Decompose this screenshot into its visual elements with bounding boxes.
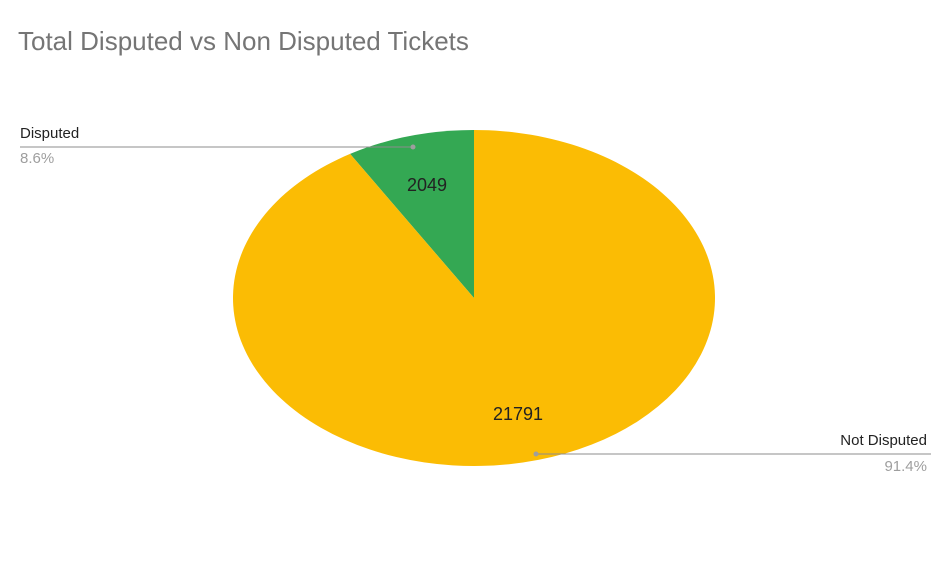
slice-percent-label: 91.4% [884,458,927,475]
pie-slice-not-disputed[interactable] [232,130,715,467]
pie-labels: 2049 21791 Disputed 8.6% Not Disputed 91.4% [20,125,931,475]
pie-slice-disputed[interactable] [350,130,474,298]
leader-dot [410,144,416,150]
leader-dot [533,451,539,457]
slice-name-label: Not Disputed [840,432,927,449]
slice-percent-label: 8.6% [20,150,54,167]
slice-name-label: Disputed [20,125,79,142]
chart-title: Total Disputed vs Non Disputed Tickets [18,26,469,56]
slice-value-label: 21791 [493,404,543,424]
slice-value-label: 2049 [407,175,447,195]
pie-plot-area [232,130,715,467]
